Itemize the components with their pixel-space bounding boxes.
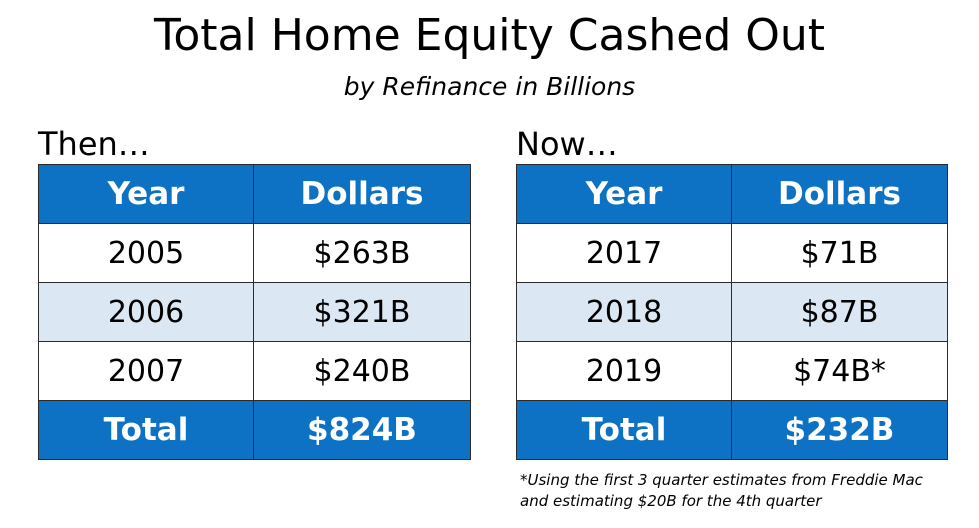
table-row: 2018 $87B (516, 282, 948, 342)
chart-title: Total Home Equity Cashed Out (153, 10, 826, 61)
then-dollars-cell: $321B (253, 282, 471, 342)
then-total-value: $824B (253, 400, 471, 460)
table-row: 2017 $71B (516, 223, 948, 283)
table-row: 2007 $240B (38, 341, 471, 401)
now-total-row: Total $232B (516, 400, 948, 460)
footnote-line-2: and estimating $20B for the 4th quarter (520, 492, 822, 510)
then-year-cell: 2007 (38, 341, 254, 401)
then-col-year: Year (38, 164, 254, 224)
then-year-cell: 2005 (38, 223, 254, 283)
table-row: 2005 $263B (38, 223, 471, 283)
now-heading: Now… (516, 125, 618, 163)
now-table: Year Dollars 2017 $71B 2018 $87B 2019 $7… (516, 164, 948, 460)
table-row: 2006 $321B (38, 282, 471, 342)
now-total-value: $232B (731, 400, 948, 460)
now-year-cell: 2018 (516, 282, 732, 342)
table-row: 2019 $74B* (516, 341, 948, 401)
now-total-label: Total (516, 400, 732, 460)
now-dollars-cell: $87B (731, 282, 948, 342)
then-dollars-cell: $263B (253, 223, 471, 283)
then-dollars-cell: $240B (253, 341, 471, 401)
then-heading: Then… (38, 125, 150, 163)
footnote-line-1: *Using the first 3 quarter estimates fro… (520, 471, 923, 489)
chart-subtitle: by Refinance in Billions (343, 72, 636, 101)
then-total-label: Total (38, 400, 254, 460)
now-col-year: Year (516, 164, 732, 224)
now-dollars-cell: $71B (731, 223, 948, 283)
then-table: Year Dollars 2005 $263B 2006 $321B 2007 … (38, 164, 471, 460)
footnote: *Using the first 3 quarter estimates fro… (520, 470, 960, 512)
then-col-dollars: Dollars (253, 164, 471, 224)
now-year-cell: 2017 (516, 223, 732, 283)
now-header-row: Year Dollars (516, 164, 948, 224)
then-header-row: Year Dollars (38, 164, 471, 224)
now-col-dollars: Dollars (731, 164, 948, 224)
now-dollars-cell: $74B* (731, 341, 948, 401)
now-year-cell: 2019 (516, 341, 732, 401)
then-total-row: Total $824B (38, 400, 471, 460)
then-year-cell: 2006 (38, 282, 254, 342)
